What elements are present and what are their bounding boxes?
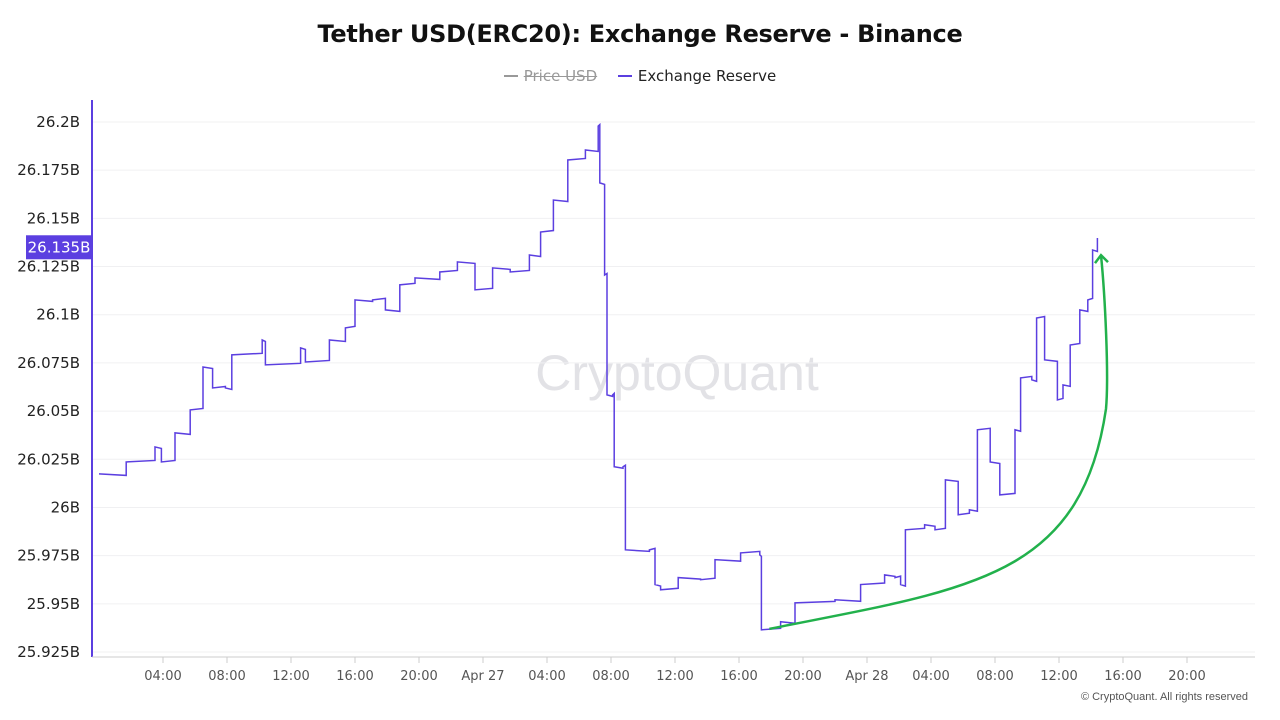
x-tick-label: 16:00 [1104, 669, 1141, 684]
x-tick-label: 20:00 [784, 669, 821, 684]
legend-swatch [617, 75, 632, 77]
legend-label: Exchange Reserve [637, 67, 777, 85]
series-line-exchange-reserve [98, 122, 1099, 631]
x-tick-label: Apr 27 [461, 669, 504, 684]
chart-title: Tether USD(ERC20): Exchange Reserve - Bi… [317, 20, 963, 48]
x-tick-label: 04:00 [912, 669, 949, 684]
x-tick-label: 16:00 [720, 669, 757, 684]
current-value-badge [26, 235, 92, 260]
x-tick-label: 16:00 [336, 669, 373, 684]
y-tick-label: 25.95B [27, 595, 80, 613]
legend-item-price-usd[interactable]: Price USD [503, 67, 598, 85]
legend-item-exchange-reserve[interactable]: Exchange Reserve [617, 67, 777, 85]
legend-swatch [503, 75, 518, 77]
x-tick-label: 12:00 [1040, 669, 1077, 684]
y-tick-label: 26.025B [17, 450, 80, 468]
x-tick-label: 20:00 [400, 669, 437, 684]
y-tick-label: 25.975B [17, 547, 80, 565]
legend-label: Price USD [523, 67, 598, 85]
y-tick-label: 26.075B [17, 354, 80, 372]
y-tick-label: 26B [51, 498, 80, 516]
x-tick-label: 08:00 [592, 669, 629, 684]
y-tick-label: 26.1B [36, 306, 80, 324]
x-tick-label: 20:00 [1168, 669, 1205, 684]
annotation-arrowhead [1094, 253, 1109, 264]
legend: Price USD Exchange Reserve [0, 63, 1280, 85]
x-tick-label: 04:00 [144, 669, 181, 684]
x-tick-label: 08:00 [976, 669, 1013, 684]
y-tick-label: 25.925B [17, 643, 80, 661]
y-tick-label: 26.175B [17, 161, 80, 179]
y-tick-label: 26.15B [27, 209, 80, 227]
x-tick-label: 12:00 [272, 669, 309, 684]
x-tick-label: 04:00 [528, 669, 565, 684]
x-tick-label: 08:00 [208, 669, 245, 684]
watermark: CryptoQuant [535, 345, 819, 401]
x-tick-label: Apr 28 [845, 669, 888, 684]
current-value-label: 26.135B [28, 238, 91, 256]
x-tick-label: 12:00 [656, 669, 693, 684]
copyright: © CryptoQuant. All rights reserved [1080, 691, 1248, 703]
y-tick-label: 26.05B [27, 402, 80, 420]
y-tick-label: 26.125B [17, 258, 80, 276]
annotation-arrow [769, 255, 1109, 631]
y-tick-label: 26.2B [36, 113, 80, 131]
